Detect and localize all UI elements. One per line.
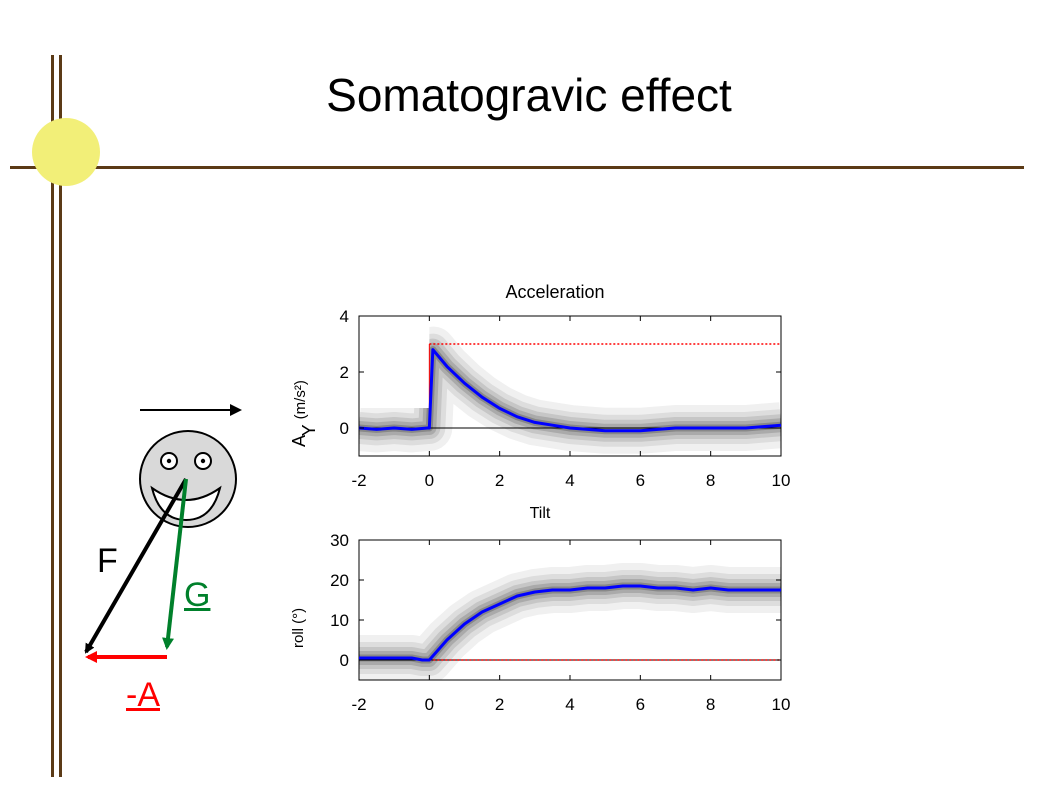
y-tick-label: 0 [340, 651, 349, 670]
frame-line-left-1 [51, 55, 54, 777]
x-tick-label: 6 [636, 695, 645, 714]
x-tick-label: 4 [565, 695, 574, 714]
y-tick-label: 10 [330, 611, 349, 630]
x-tick-label: 10 [772, 471, 791, 490]
frame-line-left-2 [59, 55, 62, 777]
y-tick-label: 30 [330, 531, 349, 550]
y-axis-label-unit: (m/s²) [292, 380, 309, 419]
x-tick-label: 2 [495, 695, 504, 714]
y-tick-label: 0 [340, 419, 349, 438]
gravity-vector-g [162, 478, 188, 650]
chart-title-acceleration: Acceleration [505, 282, 605, 302]
density-band-accel [359, 316, 781, 456]
y-tick-label: 4 [340, 307, 349, 326]
x-tick-label: 4 [565, 471, 574, 490]
y-axis-label-sub: Y [299, 424, 319, 436]
x-tick-label: 0 [425, 471, 434, 490]
y-tick-label: 2 [340, 363, 349, 382]
label-minus-a: -A [126, 676, 160, 714]
series-line [358, 348, 782, 433]
x-tick-label: 10 [772, 695, 791, 714]
x-tick-label: 0 [425, 695, 434, 714]
label-f: F [97, 542, 118, 580]
frame-line-horizontal [10, 166, 1024, 169]
x-tick-label: -2 [351, 471, 366, 490]
force-vector-f [84, 477, 188, 654]
pre-onset-blank [359, 316, 430, 408]
y-axis-label-tilt: roll (°) [290, 608, 307, 648]
y-axis-label-main: A [289, 435, 309, 447]
slide-title: Somatogravic effect [326, 69, 732, 121]
decor-circle [32, 118, 100, 186]
y-axis-label-acceleration: AY (m/s²) [289, 380, 319, 447]
x-tick-label: 2 [495, 471, 504, 490]
label-g: G [184, 576, 211, 614]
x-tick-label: 6 [636, 471, 645, 490]
chart-title-tilt: Tilt [529, 505, 551, 522]
x-tick-label: 8 [706, 471, 715, 490]
x-tick-label: -2 [351, 695, 366, 714]
x-tick-label: 8 [706, 695, 715, 714]
y-tick-label: 20 [330, 571, 349, 590]
series-line [359, 584, 781, 662]
